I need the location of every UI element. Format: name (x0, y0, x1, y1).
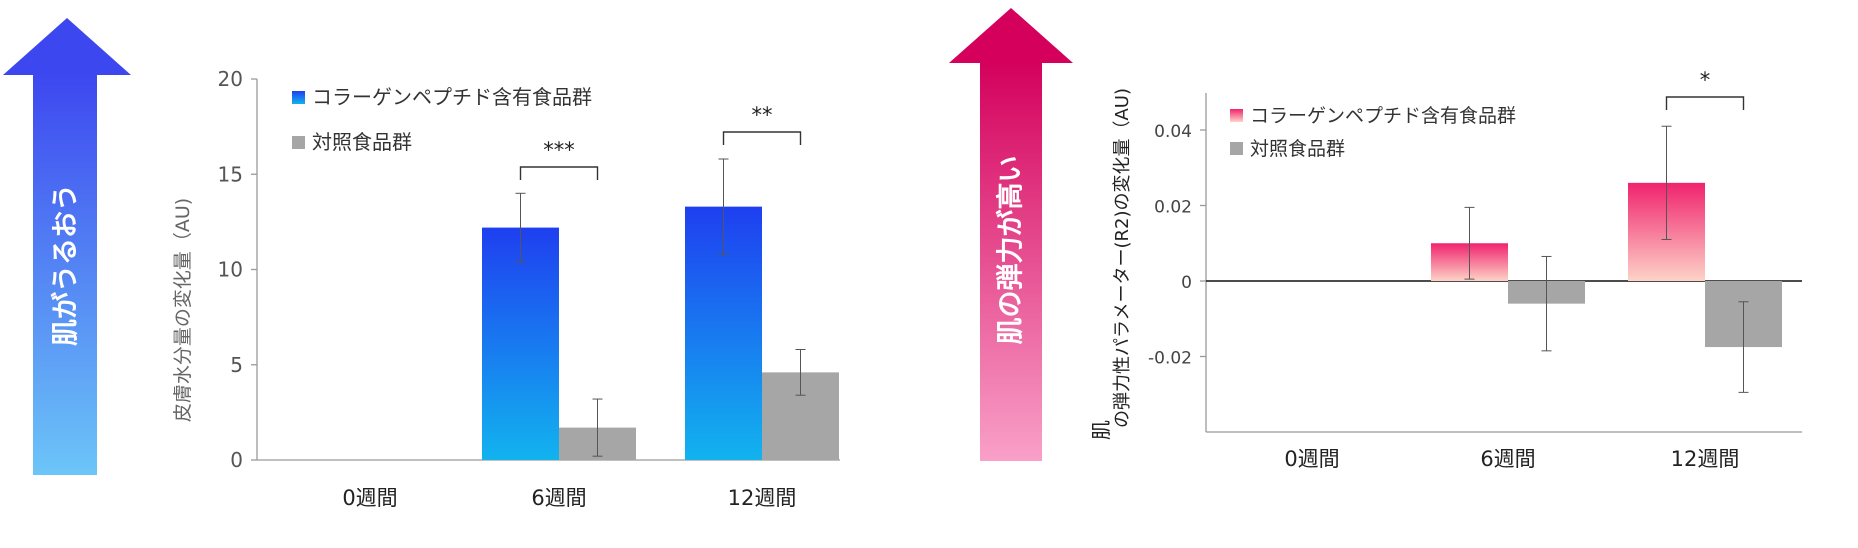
y-tick-label: 0.04 (1154, 122, 1192, 142)
x-tick-label: 12週間 (1671, 447, 1740, 471)
left-arrow-shaft (33, 73, 97, 475)
left-arrow-label: 肌がうるおう (50, 184, 82, 346)
right-arrow-head (949, 8, 1073, 63)
x-tick-label: 0週間 (342, 486, 397, 510)
bar-collagen (482, 227, 559, 460)
right-arrow-label: 肌の弾力が高い (995, 156, 1027, 345)
legend-swatch-collagen (292, 91, 305, 104)
x-tick-label: 6週間 (531, 486, 586, 510)
significance-label: * (1700, 68, 1711, 92)
significance-bracket (1665, 96, 1745, 110)
chart2-ylabel-main: 肌 (1089, 420, 1113, 440)
x-tick-label: 12週間 (728, 486, 797, 510)
y-tick-label: 20 (218, 67, 243, 91)
legend-swatch-control (1230, 142, 1243, 155)
y-tick-label: -0.02 (1148, 349, 1192, 369)
y-tick-label: 0.02 (1154, 198, 1192, 218)
y-tick-label: 0 (1181, 273, 1192, 293)
legend-label-control: 対照食品群 (312, 130, 412, 154)
legend-swatch-control (292, 136, 305, 149)
legend-swatch-collagen (1230, 109, 1243, 122)
significance-bracket (519, 166, 599, 180)
left-arrow: 肌がうるおう (3, 18, 131, 475)
significance-bracket (722, 131, 802, 145)
y-tick-label: 10 (218, 258, 243, 282)
y-tick-label: 15 (218, 162, 243, 186)
legend-label-control: 対照食品群 (1250, 138, 1345, 160)
left-arrow-head (3, 18, 131, 75)
chart2-ylabel-sub: の弾力性パラメーター(R2)の変化量（AU) (1112, 88, 1133, 428)
y-tick-label: 0 (230, 448, 243, 472)
legend-label-collagen: コラーゲンペプチド含有食品群 (312, 85, 592, 109)
chart-elasticity: 肌 の弾力性パラメーター(R2)の変化量（AU) -0.02 0 0.02 0.04 0… (1089, 68, 1802, 471)
significance-label: ** (752, 103, 773, 127)
chart1-ylabel: 皮膚水分量の変化量（AU) (172, 198, 194, 422)
y-tick-label: 5 (230, 353, 243, 377)
x-tick-label: 0週間 (1284, 447, 1339, 471)
right-arrow: 肌の弾力が高い (949, 8, 1073, 461)
legend-label-collagen: コラーゲンペプチド含有食品群 (1250, 105, 1516, 127)
right-arrow-shaft (980, 61, 1042, 461)
x-tick-label: 6週間 (1480, 447, 1535, 471)
significance-label: *** (543, 138, 575, 162)
